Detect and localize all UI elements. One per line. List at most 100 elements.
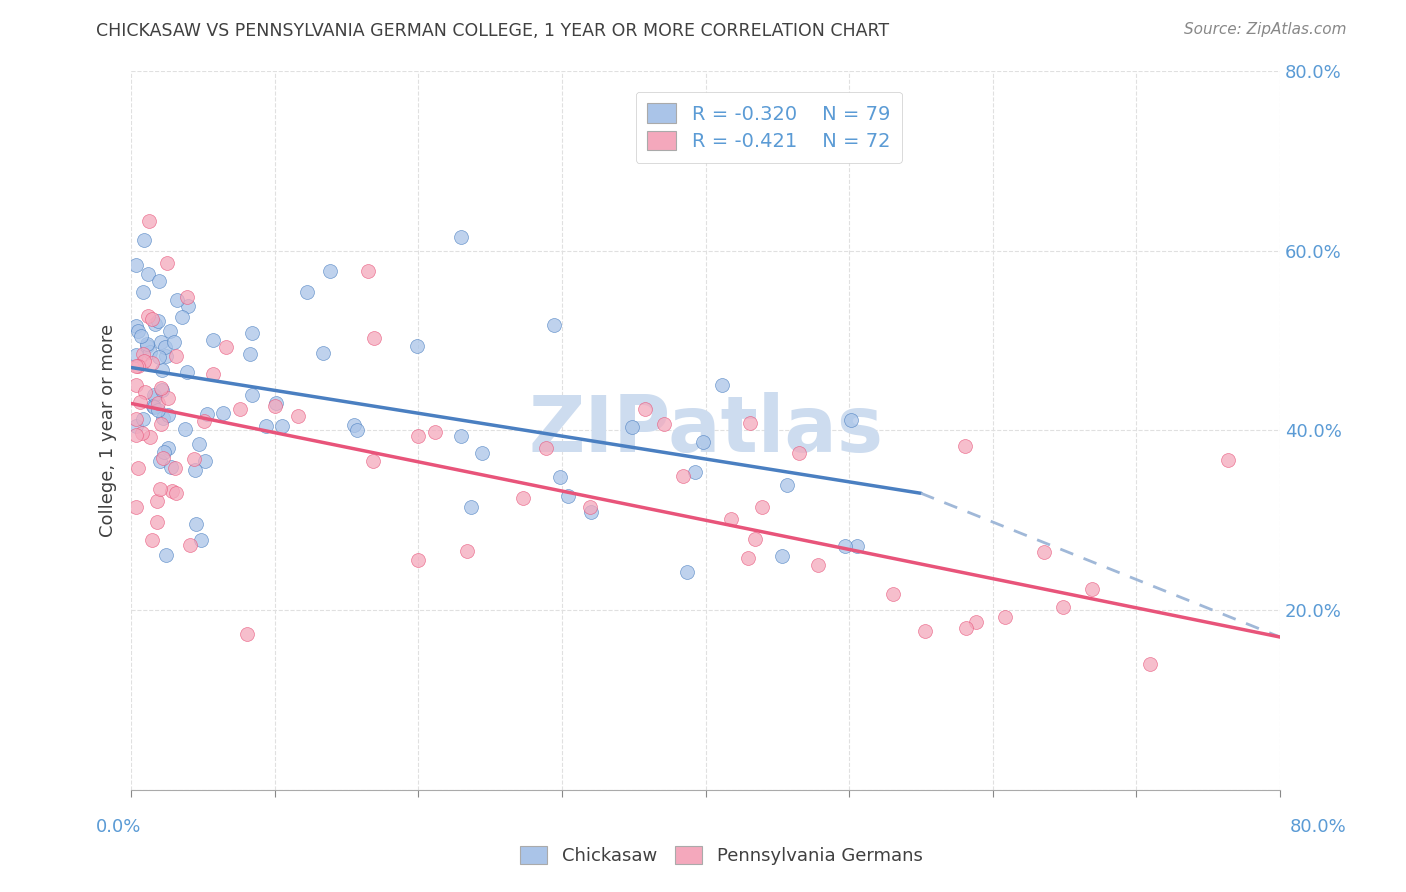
- Point: [683, 465, 706, 479]
- Point: [143, 400, 166, 414]
- Point: [775, 478, 797, 492]
- Point: [634, 401, 657, 416]
- Point: [675, 566, 697, 580]
- Point: [406, 553, 429, 567]
- Point: [149, 483, 172, 497]
- Text: Source: ZipAtlas.com: Source: ZipAtlas.com: [1184, 22, 1347, 37]
- Point: [994, 610, 1017, 624]
- Point: [136, 310, 159, 324]
- Point: [711, 378, 734, 392]
- Point: [671, 469, 693, 483]
- Point: [157, 408, 180, 422]
- Point: [150, 334, 173, 349]
- Point: [124, 419, 146, 434]
- Point: [146, 395, 169, 409]
- Point: [343, 417, 366, 432]
- Text: 0.0%: 0.0%: [96, 818, 141, 836]
- Point: [357, 264, 380, 278]
- Point: [159, 325, 181, 339]
- Point: [176, 290, 198, 304]
- Point: [134, 384, 156, 399]
- Point: [138, 213, 160, 227]
- Point: [955, 439, 977, 453]
- Legend: R = -0.320    N = 79, R = -0.421    N = 72: R = -0.320 N = 79, R = -0.421 N = 72: [636, 92, 903, 162]
- Point: [146, 515, 169, 529]
- Point: [179, 538, 201, 552]
- Point: [141, 311, 163, 326]
- Point: [143, 387, 166, 401]
- Point: [132, 285, 155, 299]
- Point: [450, 230, 472, 244]
- Point: [136, 339, 159, 353]
- Point: [737, 551, 759, 566]
- Point: [456, 543, 478, 558]
- Point: [361, 454, 384, 468]
- Point: [124, 500, 146, 514]
- Point: [124, 411, 146, 425]
- Point: [131, 347, 153, 361]
- Point: [1081, 582, 1104, 596]
- Point: [621, 420, 644, 434]
- Point: [254, 418, 277, 433]
- Point: [450, 429, 472, 443]
- Point: [156, 256, 179, 270]
- Point: [153, 445, 176, 459]
- Point: [287, 409, 309, 423]
- Point: [127, 461, 149, 475]
- Point: [157, 441, 180, 455]
- Point: [1033, 545, 1056, 559]
- Point: [460, 500, 482, 514]
- Point: [264, 395, 287, 409]
- Y-axis label: College, 1 year or more: College, 1 year or more: [100, 324, 117, 537]
- Point: [839, 413, 862, 427]
- Point: [557, 489, 579, 503]
- Point: [141, 356, 163, 370]
- Point: [263, 399, 285, 413]
- Point: [157, 391, 180, 405]
- Point: [155, 548, 177, 562]
- Point: [751, 500, 773, 514]
- Point: [163, 461, 186, 475]
- Point: [882, 587, 904, 601]
- Point: [295, 285, 318, 300]
- Point: [1218, 453, 1240, 467]
- Point: [543, 318, 565, 332]
- Point: [139, 430, 162, 444]
- Point: [240, 387, 263, 401]
- Point: [239, 347, 262, 361]
- Point: [211, 406, 233, 420]
- Point: [548, 470, 571, 484]
- Point: [1052, 599, 1074, 614]
- Point: [188, 437, 211, 451]
- Point: [165, 349, 187, 363]
- Point: [720, 512, 742, 526]
- Point: [512, 491, 534, 505]
- Point: [194, 454, 217, 468]
- Point: [124, 318, 146, 333]
- Point: [148, 274, 170, 288]
- Point: [155, 349, 177, 363]
- Point: [129, 394, 152, 409]
- Point: [124, 428, 146, 442]
- Point: [166, 293, 188, 307]
- Point: [271, 418, 294, 433]
- Point: [1139, 657, 1161, 672]
- Point: [136, 267, 159, 281]
- Point: [363, 330, 385, 344]
- Point: [740, 416, 762, 430]
- Point: [834, 539, 856, 553]
- Point: [955, 621, 977, 635]
- Point: [149, 381, 172, 395]
- Point: [174, 421, 197, 435]
- Point: [183, 452, 205, 467]
- Point: [165, 485, 187, 500]
- Point: [408, 429, 430, 443]
- Point: [184, 516, 207, 531]
- Point: [150, 363, 173, 377]
- Point: [149, 454, 172, 468]
- Point: [652, 417, 675, 431]
- Text: CHICKASAW VS PENNSYLVANIA GERMAN COLLEGE, 1 YEAR OR MORE CORRELATION CHART: CHICKASAW VS PENNSYLVANIA GERMAN COLLEGE…: [96, 22, 889, 40]
- Point: [124, 378, 146, 392]
- Point: [170, 310, 193, 325]
- Point: [152, 451, 174, 466]
